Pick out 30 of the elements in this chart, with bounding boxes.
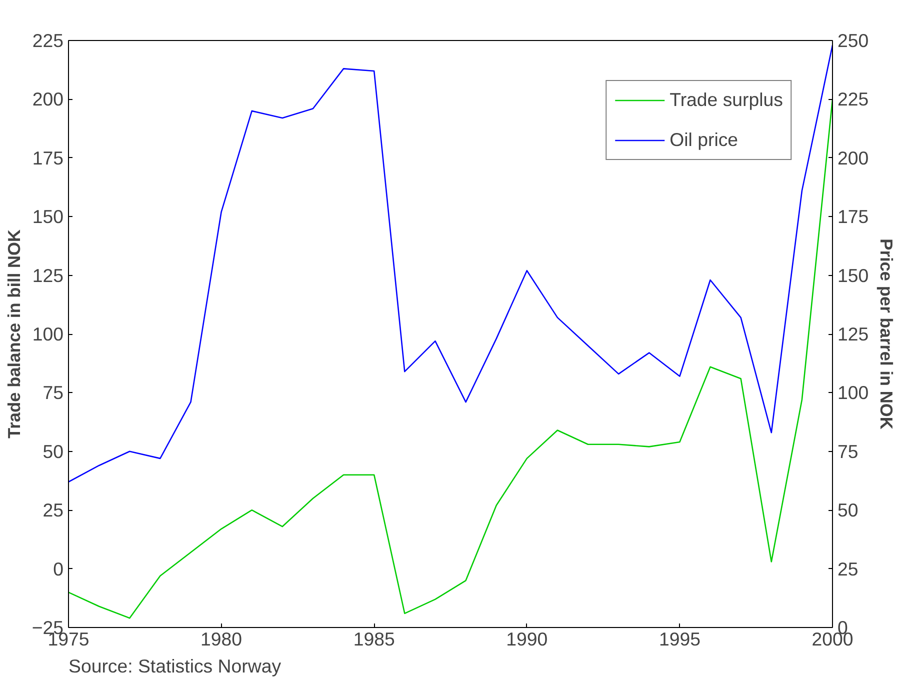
y-tick-label: 150: [32, 206, 64, 228]
x-tick-label: 1985: [353, 628, 395, 650]
y2-tick-label: 150: [838, 264, 869, 286]
y2-tick-label: 225: [838, 88, 869, 110]
y2-tick-label: 250: [838, 30, 869, 51]
y-tick-label: 125: [32, 264, 64, 286]
x-tick-label: 1980: [200, 628, 242, 650]
y2-tick-label: 200: [838, 147, 869, 168]
x-tick-label: 1995: [658, 628, 700, 650]
y-tick-label: 25: [42, 500, 64, 521]
y2-tick-label: 100: [838, 382, 869, 404]
x-tick-label: 1990: [506, 628, 548, 650]
y-tick-label: 200: [32, 88, 64, 110]
legend-label: Oil price: [670, 129, 738, 151]
y-tick-label: 50: [42, 440, 64, 462]
line-series: [68, 44, 832, 483]
y-tick-label: 100: [32, 324, 64, 344]
y-tick-label: 0: [53, 558, 64, 580]
y-axis-title: Trade balance in bill NOK: [4, 229, 24, 438]
legend-label: Trade surplus: [670, 89, 783, 111]
y-tick-label: 75: [42, 382, 64, 404]
source-note: Source: Statistics Norway: [68, 656, 282, 676]
y2-tick-label: 175: [838, 206, 869, 228]
y2-tick-label: 50: [838, 500, 858, 521]
y-tick-label: 175: [32, 147, 64, 168]
y2-tick-label: 125: [838, 324, 869, 344]
y2-axis-title: Price per barrel in NOK: [876, 238, 897, 430]
y-tick-label: 225: [32, 30, 64, 51]
y2-tick-label: 75: [838, 440, 858, 462]
y2-tick-label: 25: [838, 558, 858, 580]
